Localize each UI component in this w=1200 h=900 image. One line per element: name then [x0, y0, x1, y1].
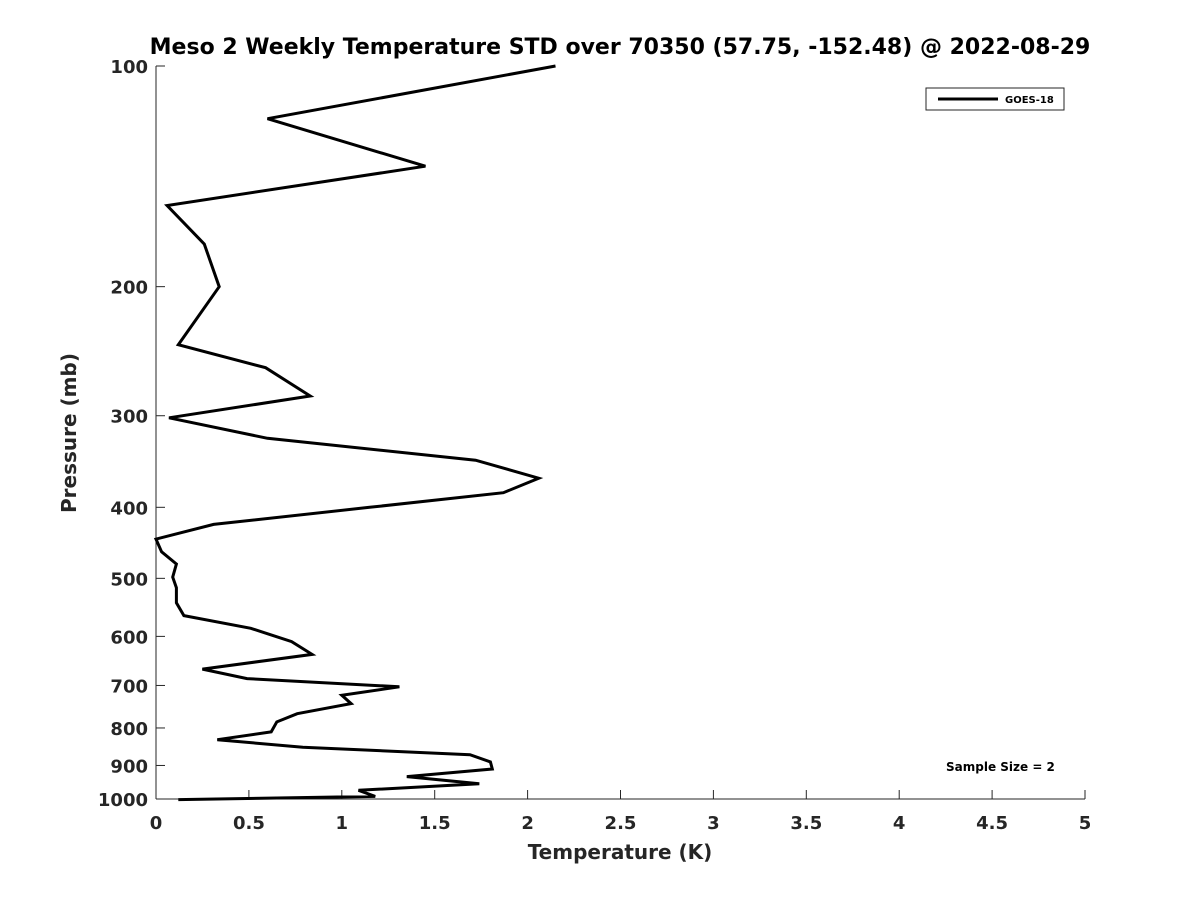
y-tick-label: 900 [110, 756, 148, 777]
series-line-goes-18 [153, 64, 556, 802]
y-tick-label: 100 [110, 57, 148, 78]
x-tick-label: 5 [1079, 813, 1092, 834]
x-tick-label: 4 [893, 813, 906, 834]
y-tick-label: 200 [110, 278, 148, 299]
y-tick-label: 400 [110, 498, 148, 519]
y-tick-label: 500 [110, 569, 148, 590]
y-tick-label: 700 [110, 676, 148, 697]
x-tick-label: 3.5 [790, 813, 822, 834]
sample-size-annotation: Sample Size = 2 [946, 760, 1055, 774]
x-tick-label: 0 [150, 813, 163, 834]
legend: GOES-18 [925, 87, 1065, 111]
x-tick-label: 0.5 [233, 813, 265, 834]
y-tick-label: 800 [110, 719, 148, 740]
x-tick-label: 2 [521, 813, 534, 834]
x-tick-label: 2.5 [605, 813, 637, 834]
y-axis-label: Pressure (mb) [57, 353, 81, 513]
x-tick-label: 1.5 [419, 813, 451, 834]
y-tick-label: 600 [110, 627, 148, 648]
x-tick-label: 4.5 [976, 813, 1008, 834]
x-axis-label: Temperature (K) [528, 840, 713, 864]
y-tick-label: 1000 [98, 790, 148, 811]
plot-area: 0 0.5 1 1.5 2 2.5 3 3.5 4 4.5 5 100 200 300 400 500 600 7… [98, 57, 1091, 834]
y-tick-label: 300 [110, 407, 148, 428]
x-tick-label: 3 [707, 813, 720, 834]
x-tick-label: 1 [336, 813, 349, 834]
chart-title: Meso 2 Weekly Temperature STD over 70350… [150, 35, 1091, 60]
legend-label-goes-18: GOES-18 [1005, 95, 1054, 106]
